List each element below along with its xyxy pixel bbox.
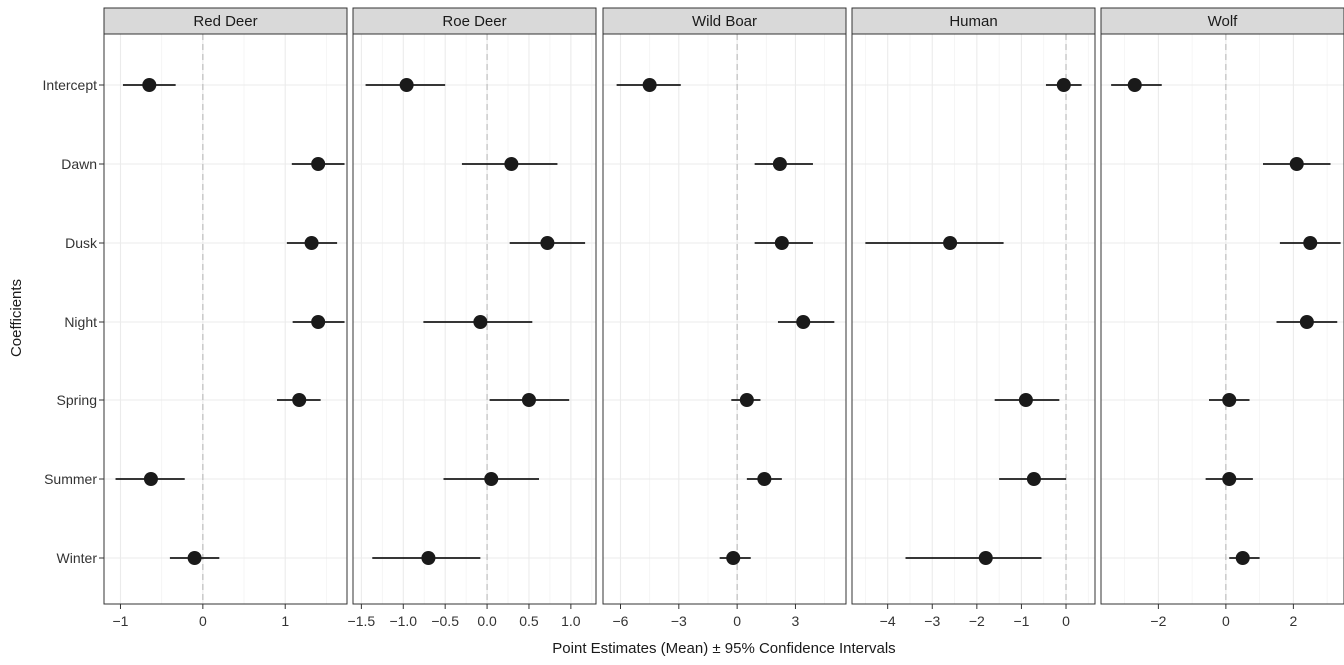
facet-strip [1100,7,1344,35]
y-axis: Intercept Dawn Dusk Night Spring Summer Winter [43,77,104,566]
point-winter [726,551,741,565]
facet-strip [103,7,348,35]
y-tick-label-dusk: Dusk [65,235,98,251]
x-tick-label: 0 [1222,613,1230,629]
x-tick-label: −1 [1013,613,1029,629]
point-dusk [774,236,789,250]
facet-strip [352,7,597,35]
point-dusk [1303,236,1318,250]
point-winter [1235,551,1250,565]
facet-strip [851,7,1096,35]
point-dusk [540,236,555,250]
facet-title: Roe Deer [442,13,506,30]
point-night [311,315,326,329]
point-dawn [1289,157,1304,171]
point-summer [1026,472,1041,486]
x-tick-label: −1 [112,613,128,629]
facet-strip [602,7,847,35]
y-tick-label-intercept: Intercept [43,77,98,93]
facet-human: Human −4 −3 −2 −1 0 [851,7,1096,629]
y-axis-title: Coefficients [8,279,25,357]
point-spring [1018,393,1033,407]
point-night [796,315,811,329]
x-tick-label: 2 [1289,613,1297,629]
point-spring [521,393,536,407]
point-intercept [1056,78,1071,92]
x-tick-label: −1.5 [348,613,376,629]
point-spring [1222,393,1237,407]
y-tick-label-summer: Summer [44,471,97,487]
x-tick-label: 1.0 [561,613,581,629]
x-tick-label: −1.0 [389,613,417,629]
point-dawn [772,157,787,171]
point-winter [187,551,202,565]
point-dawn [311,157,326,171]
point-spring [739,393,754,407]
facet-wolf: Wolf −2 0 2 [1100,7,1344,629]
x-tick-label: −0.5 [431,613,459,629]
point-summer [484,472,499,486]
point-spring [292,393,307,407]
x-tick-label: −2 [1150,613,1166,629]
facet-panels: Red Deer −1 0 1 Roe Deer −1.5 −1.0 −0.5 0.0 0.5 1.… [103,7,1344,629]
panel-border [602,33,847,605]
facet-roe-deer: Roe Deer −1.5 −1.0 −0.5 0.0 0.5 1.0 [348,7,597,629]
x-tick-label: −4 [880,613,896,629]
facet-title: Red Deer [193,13,257,30]
point-winter [421,551,436,565]
x-tick-label: −3 [671,613,687,629]
facet-title: Wild Boar [692,13,757,30]
x-tick-label: 1 [281,613,289,629]
facet-title: Wolf [1208,13,1239,30]
y-tick-label-dawn: Dawn [61,156,97,172]
facet-red-deer: Red Deer −1 0 1 [103,7,348,629]
x-tick-label: 0 [1062,613,1070,629]
panel-background [852,34,1095,604]
panel-border [851,33,1096,605]
point-intercept [1127,78,1142,92]
facet-wild-boar: Wild Boar −6 −3 0 3 [602,7,847,629]
point-intercept [399,78,414,92]
panel-border [352,33,597,605]
panel-background [104,34,347,604]
panel-border [1100,33,1344,605]
point-dusk [943,236,958,250]
point-intercept [642,78,657,92]
point-summer [757,472,772,486]
x-tick-label: −3 [924,613,940,629]
point-summer [1222,472,1237,486]
x-tick-label: −6 [613,613,629,629]
x-tick-label: −2 [969,613,985,629]
point-night [473,315,488,329]
point-winter [978,551,993,565]
x-tick-label: 0.0 [477,613,497,629]
facet-title: Human [949,13,997,30]
x-tick-label: 0.5 [519,613,539,629]
y-tick-label-winter: Winter [57,550,98,566]
y-tick-label-spring: Spring [57,392,97,408]
point-dawn [504,157,519,171]
point-summer [143,472,158,486]
x-axis-title: Point Estimates (Mean) ± 95% Confidence … [552,640,895,657]
x-tick-label: 0 [733,613,741,629]
x-tick-label: 3 [792,613,800,629]
point-intercept [142,78,157,92]
point-dusk [304,236,319,250]
x-tick-label: 0 [199,613,207,629]
y-tick-label-night: Night [64,314,97,330]
panel-border [103,33,348,605]
point-night [1299,315,1314,329]
